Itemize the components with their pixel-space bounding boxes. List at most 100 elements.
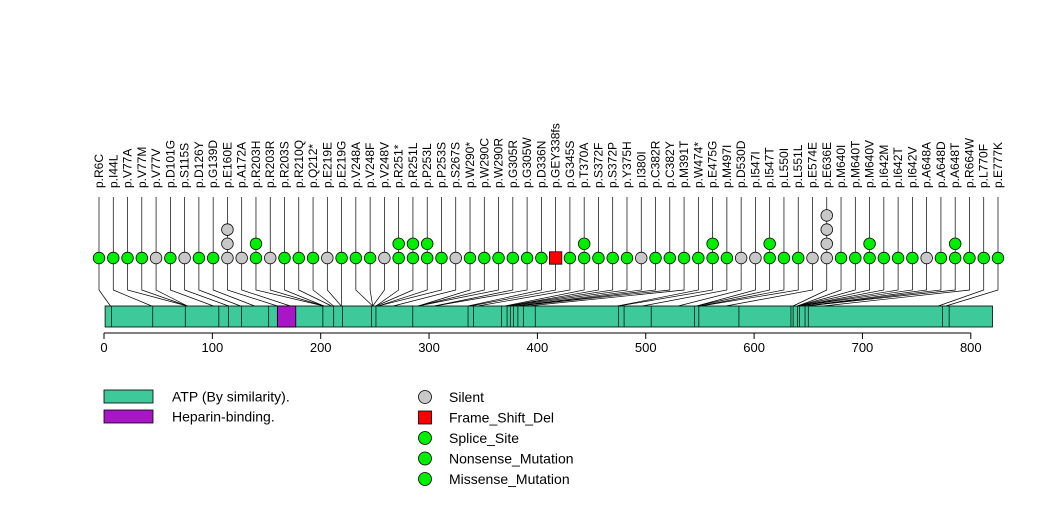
mutation-marker <box>863 237 876 251</box>
mutation-marker <box>406 251 420 265</box>
mutation-marker <box>706 251 719 265</box>
mutation-label: p.V77M <box>135 147 149 188</box>
axis-tick-label: 500 <box>635 340 657 355</box>
mutation-label: p.W290R <box>492 138 506 188</box>
legend-marker <box>418 390 432 404</box>
mutation-label: p.D101G <box>163 140 177 188</box>
mutation-marker <box>991 251 1005 265</box>
mutation-marker <box>321 251 334 265</box>
mutation-label: p.E219G <box>335 141 349 188</box>
connector-line <box>434 258 528 307</box>
mutation-label: p.R210Q <box>292 140 306 188</box>
axis-tick-label: 600 <box>743 340 765 355</box>
mutation-label: p.P253S <box>434 142 448 188</box>
mutation-marker <box>221 251 234 265</box>
mutation-marker <box>820 223 833 236</box>
mutation-marker <box>249 237 263 251</box>
mutation-label: p.E219E <box>320 142 334 188</box>
connector-line <box>369 258 374 307</box>
mutation-marker <box>820 237 833 251</box>
axis-tick-label: 0 <box>100 340 107 355</box>
mutation-label: p.R203S <box>278 141 292 188</box>
connector-line <box>792 258 828 307</box>
mutation-label: p.Q212* <box>306 144 320 188</box>
connector-line <box>517 258 671 307</box>
mutation-marker <box>221 237 234 251</box>
mutation-label: p.I44L <box>106 154 120 188</box>
mutation-label: p.C382R <box>649 140 663 188</box>
connector-lines <box>98 258 999 307</box>
legend-mutation-label: Missense_Mutation <box>449 471 570 487</box>
connector-line <box>372 258 385 307</box>
mutation-label: p.I547I <box>748 151 762 188</box>
mutation-label: p.V248A <box>349 142 363 188</box>
mutation-label: p.M640T <box>848 140 862 188</box>
connector-line <box>799 258 885 307</box>
mutation-label: p.A648D <box>934 141 948 188</box>
connector-line <box>393 258 457 307</box>
mutation-marker <box>421 251 434 265</box>
legend: ATP (By similarity). Heparin-binding. Sile… <box>103 389 574 487</box>
mutation-label: p.P253L <box>420 143 434 188</box>
legend-mutation-label: Nonsense_Mutation <box>449 451 574 467</box>
mutation-marker <box>406 237 420 251</box>
mutation-marker <box>834 251 848 265</box>
mutation-marker <box>463 251 477 265</box>
mutation-marker <box>221 223 234 236</box>
mutation-label: p.A172A <box>235 142 249 188</box>
mutation-marker <box>948 251 962 265</box>
mutation-marker <box>920 251 933 265</box>
connector-line <box>169 258 214 307</box>
mutation-marker <box>121 251 134 265</box>
legend-domain-label: ATP (By similarity). <box>172 389 290 405</box>
mutation-label: p.V248V <box>377 142 391 188</box>
mutation-marker <box>349 251 363 265</box>
mutation-marker <box>178 251 191 265</box>
legend-mutation-label: Silent <box>449 389 484 405</box>
mutation-label: p.W474* <box>691 142 705 188</box>
mutation-label: p.L551L <box>791 144 805 188</box>
connector-line <box>517 258 656 307</box>
protein-bar <box>104 305 993 328</box>
connector-line <box>725 258 813 307</box>
axis-tick-label: 800 <box>960 340 982 355</box>
connector-line <box>642 258 728 307</box>
axis-tick-label: 400 <box>527 340 549 355</box>
mutation-marker <box>164 251 177 265</box>
mutation-marker <box>563 251 577 265</box>
mutation-marker <box>677 251 691 265</box>
connector-line <box>212 258 255 307</box>
mutation-marker <box>506 251 520 265</box>
legend-marker <box>418 472 432 486</box>
mutation-label: p.G305W <box>520 137 534 188</box>
connector-line <box>141 258 188 307</box>
connector-line <box>477 258 571 307</box>
connector-line <box>797 258 842 307</box>
mutation-marker <box>306 251 320 265</box>
mutation-marker <box>335 251 348 265</box>
mutation-label: p.M391T <box>677 140 691 188</box>
mutation-marker <box>849 251 862 265</box>
legend-domain-swatch <box>103 409 154 424</box>
connector-line <box>269 258 325 307</box>
mutation-marker <box>107 251 120 265</box>
connector-line <box>378 258 428 307</box>
mutation-label: p.R664W <box>962 137 976 188</box>
mutation-marker <box>135 251 149 265</box>
connector-line <box>797 258 856 307</box>
mutation-marker <box>92 251 106 265</box>
mutation-label: p.M640I <box>834 145 848 188</box>
mutation-label: p.T370A <box>577 143 591 188</box>
connector-line <box>696 258 756 307</box>
mutation-label: p.A648A <box>920 142 934 188</box>
connector-line <box>241 258 291 307</box>
connector-line <box>375 258 400 307</box>
connector-line <box>823 258 970 307</box>
mutation-marker <box>877 251 891 265</box>
mutation-marker <box>292 251 305 265</box>
mutation-marker <box>734 251 748 265</box>
mutation-label: p.G345S <box>563 141 577 188</box>
connector-line <box>806 258 942 307</box>
mutation-label: p.E475G <box>706 141 720 188</box>
mutation-label: p.R203H <box>249 141 263 188</box>
